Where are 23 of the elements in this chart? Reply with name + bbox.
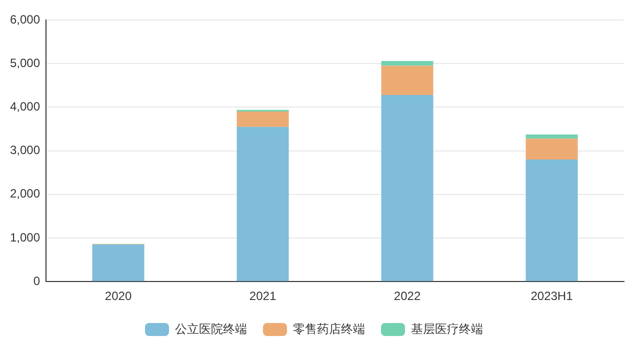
bar [526,138,578,160]
legend-label: 公立医院终端 [175,322,247,336]
y-tick-label: 4,000 [10,100,40,114]
y-tick-label: 1,000 [10,230,40,244]
x-tick-label: 2022 [394,289,421,304]
bar [381,60,434,66]
legend-label: 零售药店终端 [293,322,365,336]
bar [236,126,289,282]
bar [92,244,144,282]
legend-label: 基层医疗终端 [411,322,483,336]
y-tick-label: 0 [33,274,40,288]
bar [381,94,434,282]
x-tick-label: 2021 [249,289,276,304]
y-tick-label: 2,000 [10,186,40,201]
bar [381,66,434,95]
x-tick-label: 2020 [104,289,132,304]
y-tick-label: 5,000 [10,56,40,70]
bar [526,160,578,282]
y-tick-label: 3,000 [10,143,40,158]
y-tick-label: 6,000 [10,12,40,26]
x-tick-label: 2023H1 [530,289,574,304]
bar [526,134,578,139]
bar [236,112,289,127]
